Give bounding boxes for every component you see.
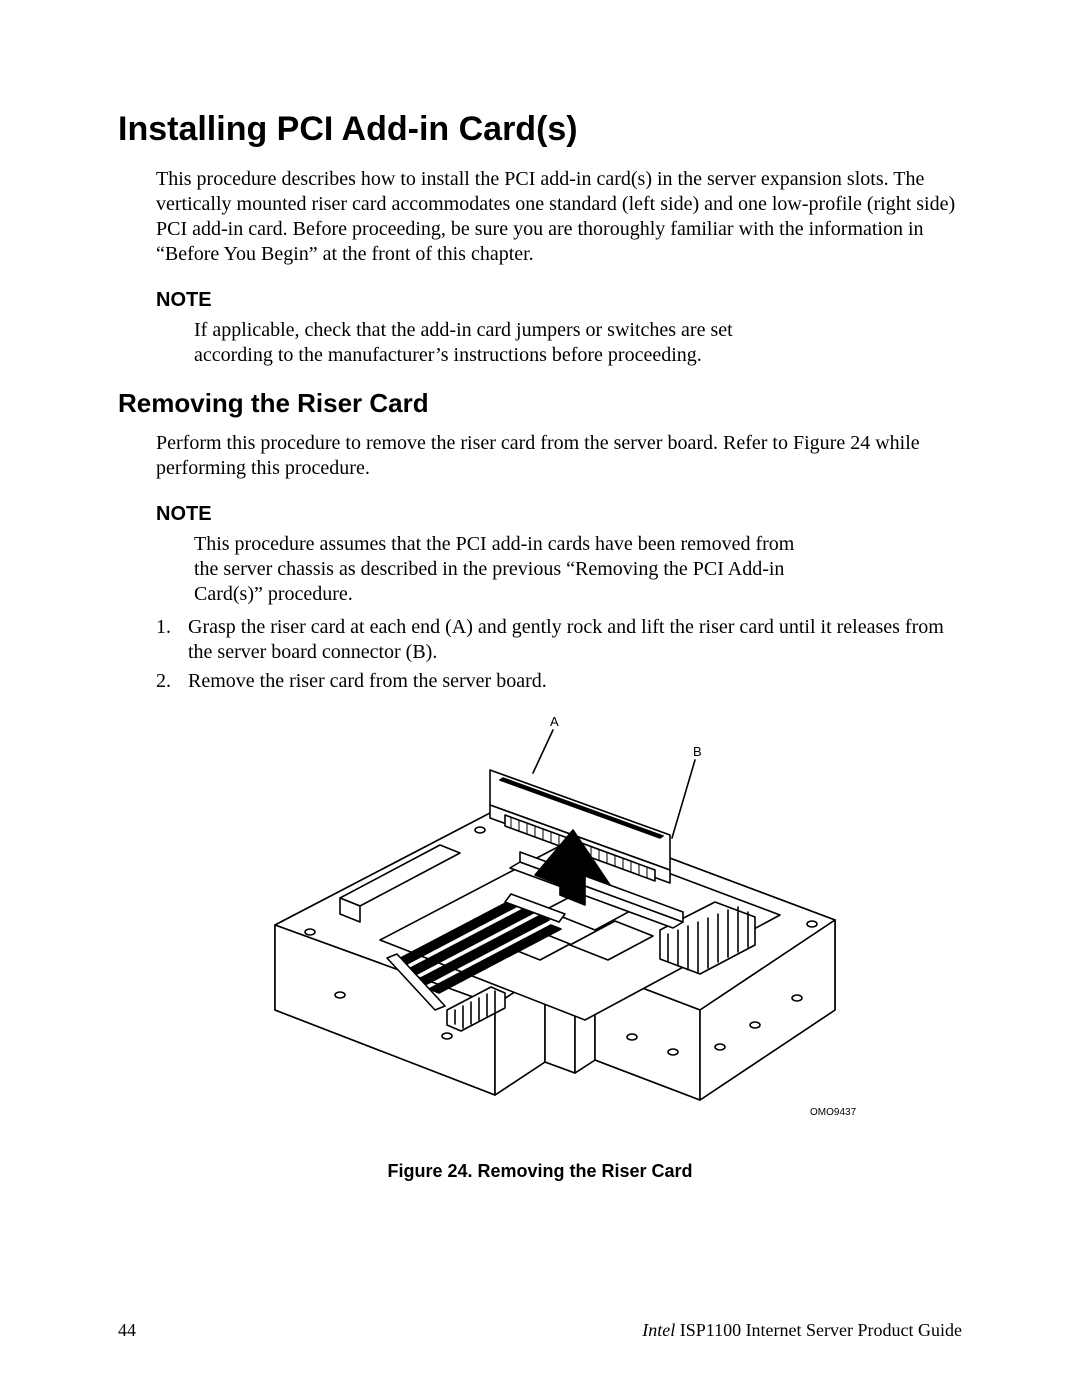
step-text: Remove the riser card from the server bo… (188, 669, 547, 694)
callout-a: A (550, 714, 559, 729)
figure: A B OMO9437 Figure 24. Removing the Rise… (118, 710, 962, 1182)
figure-code: OMO9437 (810, 1107, 857, 1118)
section-heading: Removing the Riser Card (118, 388, 962, 419)
section-paragraph: Perform this procedure to remove the ris… (156, 431, 962, 481)
step-text: Grasp the riser card at each end (A) and… (188, 615, 962, 665)
note-body-2: This procedure assumes that the PCI add-… (194, 532, 802, 607)
intro-paragraph: This procedure describes how to install … (156, 167, 962, 267)
riser-card-diagram: A B OMO9437 (215, 710, 865, 1140)
footer-guide: Intel ISP1100 Internet Server Product Gu… (642, 1320, 962, 1341)
page-number: 44 (118, 1320, 136, 1341)
step-list: 1. Grasp the riser card at each end (A) … (156, 615, 962, 694)
figure-caption: Figure 24. Removing the Riser Card (118, 1161, 962, 1182)
footer-brand: Intel (642, 1320, 675, 1340)
list-number: 2. (156, 669, 188, 694)
page-title: Installing PCI Add-in Card(s) (118, 110, 962, 149)
note-body-1: If applicable, check that the add-in car… (194, 318, 802, 368)
callout-b: B (693, 744, 702, 759)
page-footer: 44 Intel ISP1100 Internet Server Product… (118, 1320, 962, 1341)
note-heading-1: NOTE (156, 289, 962, 312)
list-item: 1. Grasp the riser card at each end (A) … (156, 615, 962, 665)
note-heading-2: NOTE (156, 503, 962, 526)
list-number: 1. (156, 615, 188, 665)
footer-title: ISP1100 Internet Server Product Guide (675, 1320, 962, 1340)
list-item: 2. Remove the riser card from the server… (156, 669, 962, 694)
